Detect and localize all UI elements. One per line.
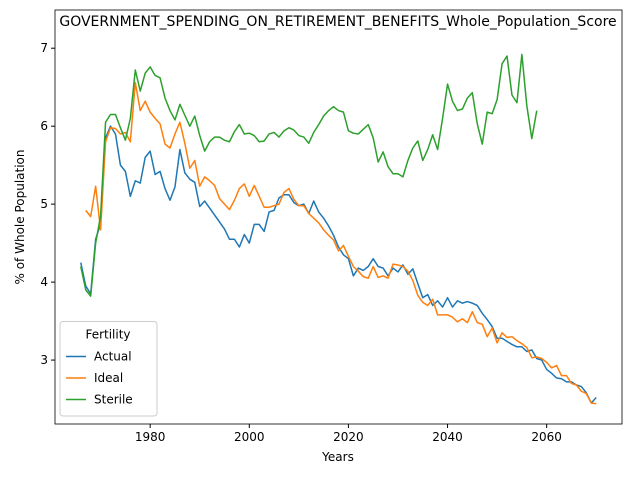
x-tick-label: 2000 xyxy=(234,430,265,444)
plot-frame xyxy=(54,9,623,425)
y-tick-label: 3 xyxy=(40,353,48,367)
x-axis-label: Years xyxy=(321,450,354,464)
legend-label: Actual xyxy=(94,350,132,364)
y-tick-label: 4 xyxy=(40,275,48,289)
x-tick-label: 2020 xyxy=(333,430,364,444)
y-tick-label: 5 xyxy=(40,197,48,211)
x-tick-label: 1980 xyxy=(135,430,166,444)
legend-title: Fertility xyxy=(85,328,130,342)
y-tick-label: 7 xyxy=(40,41,48,55)
x-tick-label: 2040 xyxy=(432,430,463,444)
legend-label: Ideal xyxy=(94,371,123,385)
legend-box xyxy=(59,321,158,417)
series-line xyxy=(80,125,597,404)
y-axis-label: % of Whole Population xyxy=(13,150,27,285)
series-line xyxy=(80,53,538,297)
chart-title: GOVERNMENT_SPENDING_ON_RETIREMENT_BENEFI… xyxy=(59,14,616,30)
legend-label: Sterile xyxy=(94,393,133,407)
x-tick-label: 2060 xyxy=(531,430,562,444)
series-line xyxy=(85,81,597,405)
y-tick-label: 6 xyxy=(40,119,48,133)
